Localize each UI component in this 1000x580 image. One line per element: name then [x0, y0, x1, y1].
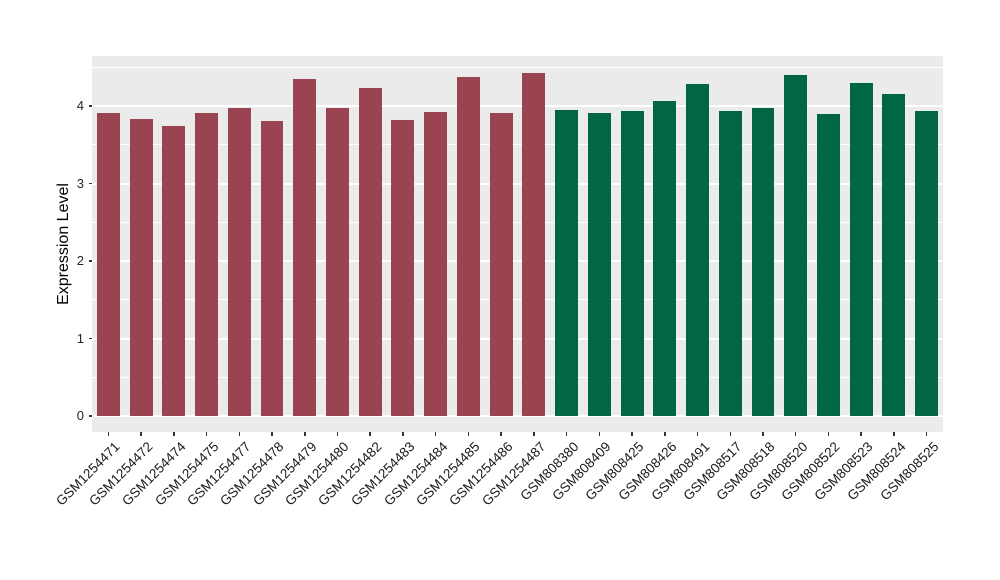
x-tick-mark [173, 432, 175, 436]
x-tick-mark [467, 432, 470, 436]
major-gridline [92, 182, 943, 185]
bar-GSM1254477 [227, 107, 251, 416]
bar-GSM808518 [751, 107, 775, 416]
minor-gridline [92, 299, 943, 301]
bar-GSM1254479 [293, 78, 317, 416]
y-tick-label-0: 0 [76, 408, 84, 423]
y-tick-label-1: 1 [76, 330, 84, 346]
bar-GSM808520 [784, 75, 808, 416]
y-tick-mark [88, 415, 92, 417]
bar-GSM1254487 [522, 73, 546, 416]
x-tick-mark [238, 432, 241, 436]
x-tick-mark [533, 432, 535, 436]
bar-GSM808524 [882, 93, 906, 416]
y-tick-label-4: 4 [76, 98, 84, 113]
bar-GSM1254480 [326, 107, 349, 416]
minor-gridline [92, 221, 943, 223]
bar-GSM1254471 [96, 112, 120, 416]
bar-GSM1254475 [195, 112, 218, 416]
y-tick-mark [88, 337, 92, 340]
y-tick-label-2: 2 [76, 253, 84, 268]
bar-GSM1254482 [358, 88, 382, 416]
x-tick-mark [500, 432, 502, 436]
major-gridline [92, 415, 943, 417]
x-tick-mark [140, 432, 142, 436]
x-tick-mark [893, 432, 895, 436]
bar-GSM808525 [915, 111, 939, 416]
x-tick-mark [598, 432, 601, 436]
major-gridline [92, 337, 943, 340]
x-tick-mark [336, 432, 339, 436]
bar-GSM1254483 [391, 119, 415, 416]
bar-GSM808425 [620, 111, 644, 416]
bar-GSM1254485 [456, 77, 480, 416]
x-tick-mark [369, 432, 371, 436]
x-tick-mark [107, 432, 110, 436]
x-tick-mark [827, 432, 830, 436]
x-tick-mark [434, 432, 437, 436]
minor-gridline [92, 144, 943, 146]
bar-GSM808426 [653, 101, 677, 416]
major-gridline [92, 105, 943, 107]
bar-GSM808491 [686, 83, 709, 416]
x-tick-mark [631, 432, 633, 436]
y-tick-mark [88, 182, 92, 185]
minor-gridline [92, 376, 943, 378]
bar-GSM1254472 [129, 119, 153, 416]
bar-GSM808409 [587, 112, 611, 416]
bar-GSM808522 [816, 113, 840, 416]
minor-gridline [92, 66, 943, 68]
y-tick-mark [88, 105, 92, 107]
bar-GSM808523 [849, 82, 873, 416]
bar-GSM808380 [555, 109, 579, 416]
x-tick-mark [696, 432, 699, 436]
x-tick-mark [925, 432, 928, 436]
x-tick-mark [729, 432, 731, 436]
y-tick-mark [88, 260, 92, 262]
x-tick-mark [271, 432, 273, 436]
x-tick-mark [205, 432, 208, 436]
plot-panel [92, 56, 943, 432]
y-axis-title: Expression Level [55, 183, 72, 305]
x-tick-mark [794, 432, 797, 436]
bar-GSM1254478 [260, 120, 284, 416]
x-tick-mark [762, 432, 764, 436]
x-tick-mark [402, 432, 404, 436]
x-tick-mark [664, 432, 666, 436]
x-tick-mark [565, 432, 568, 436]
x-tick-mark [304, 432, 306, 436]
bar-GSM808517 [718, 110, 742, 416]
x-tick-mark [860, 432, 862, 436]
bar-GSM1254484 [424, 112, 448, 416]
bar-GSM1254474 [162, 126, 186, 416]
y-tick-label-3: 3 [76, 175, 84, 191]
major-gridline [92, 260, 943, 262]
bar-GSM1254486 [489, 112, 513, 416]
